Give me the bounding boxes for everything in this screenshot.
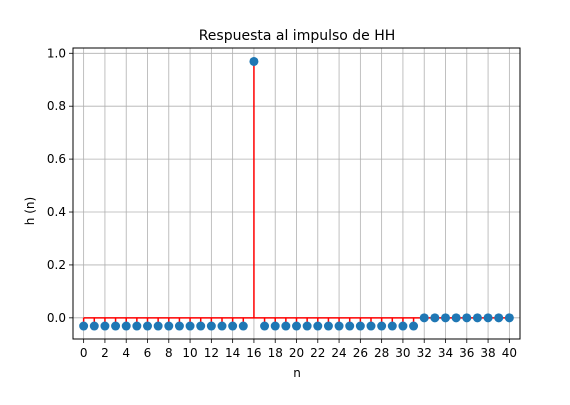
chart-title: Respuesta al impulso de HH: [199, 28, 396, 44]
grid: [73, 48, 520, 339]
data-point: [355, 321, 365, 331]
data-point: [292, 321, 301, 331]
x-axis-label: n: [293, 366, 301, 380]
data-point: [217, 321, 227, 331]
y-tick-label: 0.0: [47, 311, 66, 325]
x-tick-label: 4: [122, 346, 130, 360]
x-tick-label: 34: [438, 346, 453, 360]
data-point: [153, 321, 163, 331]
y-tick-label: 0.2: [47, 258, 66, 272]
data-point: [504, 313, 514, 323]
x-tick-label: 36: [459, 346, 474, 360]
data-point: [164, 321, 174, 331]
data-point: [345, 321, 355, 331]
x-ticks: 0 2 4 6 8 10 12 14 16 18 20 22 24 26 28 30 32 34 36 38 40: [80, 339, 517, 360]
data-point: [238, 321, 248, 331]
data-point: [100, 321, 110, 331]
x-tick-label: 10: [182, 346, 197, 360]
x-tick-label: 32: [417, 346, 432, 360]
x-tick-label: 20: [289, 346, 304, 360]
x-tick-label: 30: [395, 346, 410, 360]
data-point: [249, 56, 259, 66]
x-tick-label: 14: [225, 346, 240, 360]
x-tick-label: 28: [374, 346, 389, 360]
data-point: [143, 321, 152, 331]
data-point: [387, 321, 397, 331]
data-point: [451, 313, 461, 323]
y-ticks: 0.0 0.2 0.4 0.6 0.8 1.0: [47, 46, 73, 325]
data-point: [281, 321, 291, 331]
data-point: [377, 321, 387, 331]
y-tick-label: 0.8: [47, 99, 66, 113]
data-point: [366, 321, 376, 331]
data-point: [89, 321, 99, 331]
data-point: [121, 321, 131, 331]
data-point: [196, 321, 206, 331]
data-point: [111, 321, 121, 331]
y-tick-label: 0.6: [47, 152, 66, 166]
data-point: [441, 313, 450, 323]
data-point: [398, 321, 408, 331]
x-tick-label: 0: [80, 346, 88, 360]
data-point: [206, 321, 216, 331]
data-point: [494, 313, 504, 323]
data-point: [302, 321, 312, 331]
x-tick-label: 12: [204, 346, 219, 360]
x-tick-label: 38: [480, 346, 495, 360]
data-point: [228, 321, 238, 331]
data-point: [260, 321, 270, 331]
x-tick-label: 22: [310, 346, 325, 360]
x-tick-label: 16: [246, 346, 261, 360]
x-tick-label: 2: [101, 346, 109, 360]
x-tick-label: 8: [165, 346, 173, 360]
data-point: [430, 313, 440, 323]
x-tick-label: 26: [353, 346, 368, 360]
data-point: [409, 321, 419, 331]
y-tick-label: 0.4: [47, 205, 66, 219]
data-point: [334, 321, 344, 331]
data-point: [132, 321, 142, 331]
data-point: [270, 321, 280, 331]
data-point: [185, 321, 195, 331]
data-point: [79, 321, 89, 331]
x-tick-label: 18: [268, 346, 283, 360]
y-axis-label: h (n): [23, 197, 37, 225]
y-tick-label: 1.0: [47, 46, 66, 60]
data-point: [462, 313, 472, 323]
data-point: [323, 321, 333, 331]
x-tick-label: 40: [502, 346, 517, 360]
data-point: [419, 313, 429, 323]
x-tick-label: 6: [144, 346, 152, 360]
data-point: [472, 313, 482, 323]
data-point: [483, 313, 493, 323]
x-tick-label: 24: [331, 346, 346, 360]
data-point: [174, 321, 184, 331]
data-point: [313, 321, 323, 331]
markers: [79, 56, 514, 331]
